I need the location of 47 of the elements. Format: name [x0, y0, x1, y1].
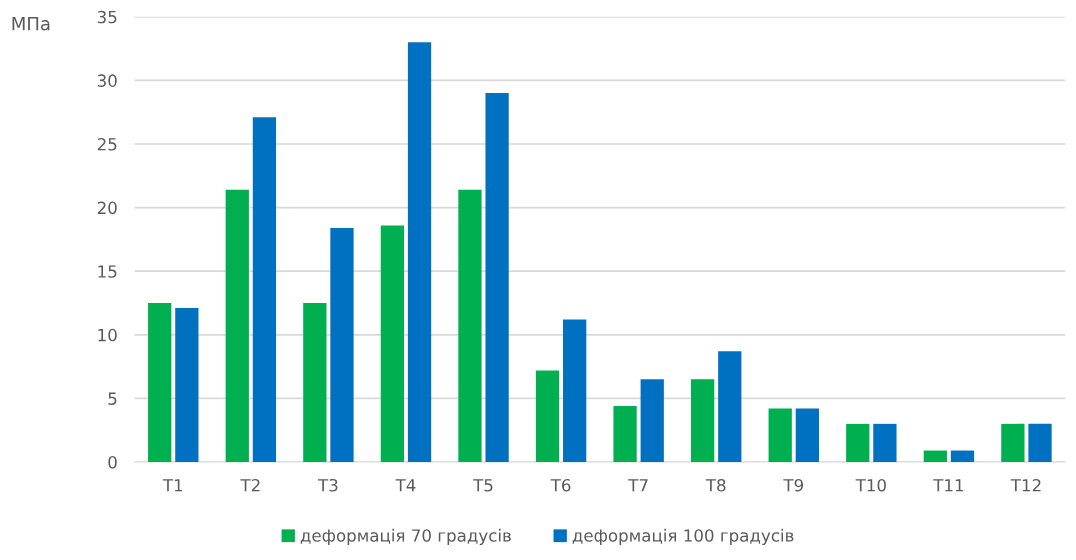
bar — [691, 379, 715, 462]
x-tick-label: Т10 — [855, 478, 886, 492]
x-tick-label: Т3 — [317, 478, 338, 492]
y-tick-label: 25 — [97, 137, 117, 151]
bar — [768, 408, 792, 462]
bar — [485, 93, 509, 462]
bar — [303, 303, 327, 462]
y-tick-label: 10 — [98, 328, 117, 342]
bar — [225, 189, 249, 462]
y-tick-label: 5 — [108, 392, 117, 405]
bar — [1001, 423, 1025, 462]
bar — [718, 351, 742, 462]
y-tick-label: 15 — [98, 265, 117, 278]
x-tick-label: Т6 — [550, 478, 571, 492]
bar — [873, 423, 897, 462]
bar — [923, 450, 947, 462]
y-axis-title: МПа — [12, 17, 50, 31]
x-tick-label: Т2 — [240, 478, 260, 492]
bar — [148, 303, 172, 462]
x-tick-label: Т1 — [162, 479, 183, 492]
bar — [613, 406, 637, 462]
x-tick-label: Т5 — [473, 479, 493, 492]
bar — [563, 319, 587, 462]
legend-label: деформація 100 градусів — [572, 528, 794, 545]
bar — [640, 379, 664, 462]
bar — [407, 42, 432, 462]
bar — [458, 189, 482, 462]
y-tick-label: 30 — [97, 74, 117, 87]
y-tick-label: 20 — [97, 201, 117, 215]
x-tick-label: Т12 — [1010, 478, 1041, 492]
bar — [950, 450, 975, 462]
bar — [1028, 423, 1052, 462]
y-tick-label: 0 — [108, 455, 117, 469]
bar — [175, 308, 199, 462]
legend-label: деформація 70 градусів — [300, 528, 511, 545]
x-tick-label: Т7 — [628, 479, 648, 492]
bar — [380, 225, 405, 462]
x-tick-label: Т4 — [395, 479, 416, 492]
x-tick-label: Т8 — [705, 478, 726, 492]
bar — [795, 408, 819, 462]
bar — [846, 423, 870, 462]
x-tick-label: Т11 — [933, 479, 964, 492]
bar — [535, 370, 560, 462]
bar — [252, 117, 277, 462]
x-tick-label: Т9 — [783, 478, 803, 492]
bar — [330, 227, 354, 462]
y-tick-label: 35 — [97, 10, 117, 24]
